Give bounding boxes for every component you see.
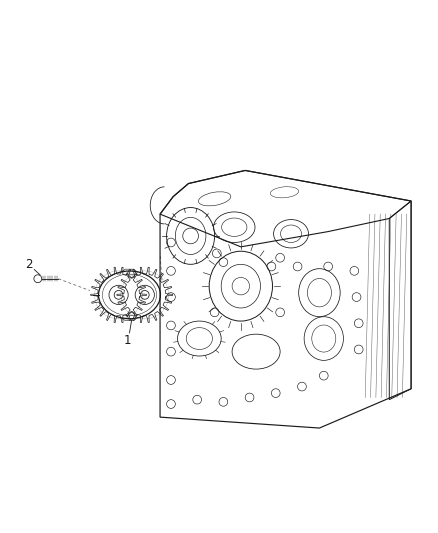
Text: 2: 2 [25,258,33,271]
Text: 1: 1 [124,334,131,347]
